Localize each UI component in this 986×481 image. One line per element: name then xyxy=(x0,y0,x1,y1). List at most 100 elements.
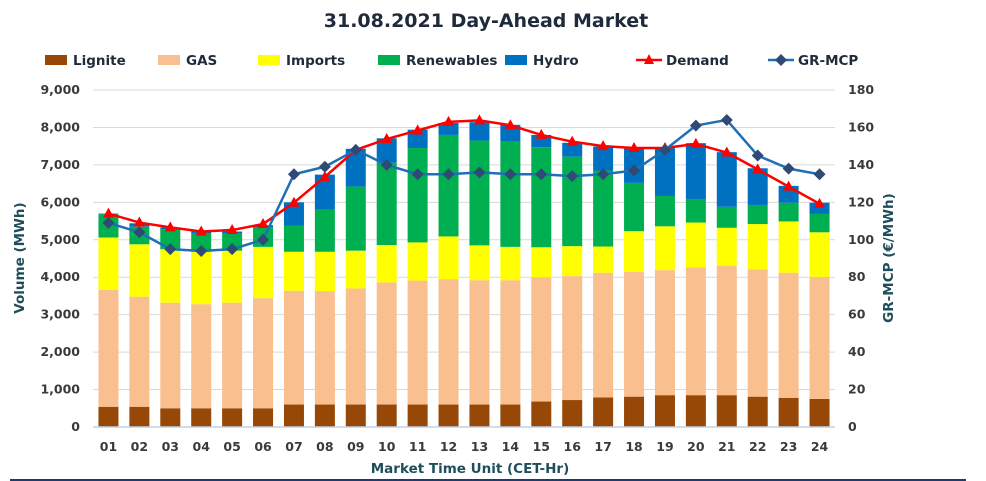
demand-point xyxy=(721,146,733,157)
gr-mcp-point xyxy=(751,149,764,162)
y-tick-label: 4,000 xyxy=(40,269,80,284)
y-tick-label: 3,000 xyxy=(40,307,80,322)
bar-hydro xyxy=(376,138,397,163)
bar-hydro xyxy=(809,202,830,214)
bar-hydro xyxy=(593,146,614,171)
bar-lignite xyxy=(593,397,614,427)
x-tick-label: 09 xyxy=(347,439,364,454)
bar-gas xyxy=(624,271,645,397)
y-right-tick-label: 100 xyxy=(848,232,874,247)
bar-hydro xyxy=(345,148,366,187)
gr-mcp-point xyxy=(380,158,393,171)
x-tick-label: 16 xyxy=(564,439,582,454)
bar-imports xyxy=(376,245,397,283)
y-axis-right-title: GR-MCP (€/MWh) xyxy=(881,193,897,323)
y-right-tick-label: 180 xyxy=(848,82,874,97)
bar-hydro xyxy=(283,202,304,226)
bar-lignite xyxy=(376,404,397,427)
gr-mcp-point xyxy=(318,160,331,173)
bar-imports xyxy=(562,246,583,277)
bar-lignite xyxy=(129,406,150,427)
bar-gas xyxy=(778,272,799,398)
bar-renewables xyxy=(685,198,706,223)
legend-swatch-lignite xyxy=(45,55,67,65)
bar-gas xyxy=(747,269,768,397)
x-tick-label: 18 xyxy=(625,439,642,454)
x-tick-label: 23 xyxy=(780,439,797,454)
gr-mcp-point xyxy=(720,113,733,126)
gr-mcp-point xyxy=(504,168,517,181)
demand-point xyxy=(443,115,455,126)
bar-hydro xyxy=(685,143,706,199)
chart-title: 31.08.2021 Day-Ahead Market xyxy=(324,10,648,32)
y-tick-label: 5,000 xyxy=(40,232,80,247)
bar-gas xyxy=(129,296,150,407)
gr-mcp-point xyxy=(411,168,424,181)
y-right-tick-label: 160 xyxy=(848,119,874,134)
demand-point xyxy=(164,221,176,232)
legend-label-lignite: Lignite xyxy=(73,53,126,69)
bar-imports xyxy=(314,251,335,292)
x-tick-label: 05 xyxy=(223,439,240,454)
y-tick-label: 6,000 xyxy=(40,194,80,209)
x-tick-label: 06 xyxy=(254,439,272,454)
legend-swatch-gas xyxy=(158,55,180,65)
bar-hydro xyxy=(747,168,768,205)
bar-imports xyxy=(253,246,274,299)
bar-lignite xyxy=(747,396,768,427)
x-tick-label: 03 xyxy=(162,439,179,454)
bar-lignite xyxy=(685,395,706,427)
x-tick-label: 14 xyxy=(502,439,520,454)
bar-imports xyxy=(531,247,552,278)
bar-renewables xyxy=(747,204,768,225)
y-right-tick-label: 40 xyxy=(848,344,866,359)
bar-gas xyxy=(716,265,737,396)
demand-point xyxy=(690,137,702,148)
bar-lignite xyxy=(314,404,335,427)
bar-imports xyxy=(345,250,366,289)
y-right-tick-label: 0 xyxy=(848,419,857,434)
bar-gas xyxy=(685,267,706,396)
gr-mcp-point xyxy=(658,143,671,156)
y-axis-title: Volume (MWh) xyxy=(12,202,28,313)
bar-lignite xyxy=(778,397,799,427)
x-tick-label: 11 xyxy=(409,439,426,454)
demand-point xyxy=(195,225,207,236)
x-tick-label: 02 xyxy=(131,439,148,454)
gr-mcp-point xyxy=(813,168,826,181)
bar-renewables xyxy=(438,134,459,237)
y-tick-label: 0 xyxy=(71,419,80,434)
bar-hydro xyxy=(562,142,583,157)
bar-renewables xyxy=(345,186,366,251)
demand-line xyxy=(108,119,821,233)
x-tick-label: 01 xyxy=(100,439,117,454)
legend-swatch-imports xyxy=(258,55,280,65)
y-tick-label: 8,000 xyxy=(40,119,80,134)
bar-lignite xyxy=(191,408,212,427)
x-tick-label: 04 xyxy=(193,439,211,454)
bar-imports xyxy=(654,226,675,271)
gr-mcp-point xyxy=(164,243,177,256)
x-tick-label: 13 xyxy=(471,439,488,454)
gr-mcp-point xyxy=(257,233,270,246)
gr-mcp-point xyxy=(133,226,146,239)
demand-point xyxy=(783,180,795,191)
x-tick-label: 19 xyxy=(656,439,673,454)
bar-imports xyxy=(129,244,150,297)
bar-lignite xyxy=(624,396,645,427)
bar-hydro xyxy=(469,122,490,141)
bar-hydro xyxy=(654,148,675,196)
demand-point xyxy=(535,128,547,139)
legend-swatch-hydro xyxy=(505,55,527,65)
bar-renewables xyxy=(160,229,181,250)
bar-gas xyxy=(283,290,304,405)
bar-hydro xyxy=(314,174,335,210)
demand-point xyxy=(566,135,578,146)
bar-imports xyxy=(283,251,304,291)
gr-mcp-point xyxy=(473,166,486,179)
gr-mcp-point xyxy=(535,168,548,181)
y-right-tick-label: 20 xyxy=(848,382,866,397)
bar-gas xyxy=(345,288,366,405)
bar-renewables xyxy=(778,202,799,222)
